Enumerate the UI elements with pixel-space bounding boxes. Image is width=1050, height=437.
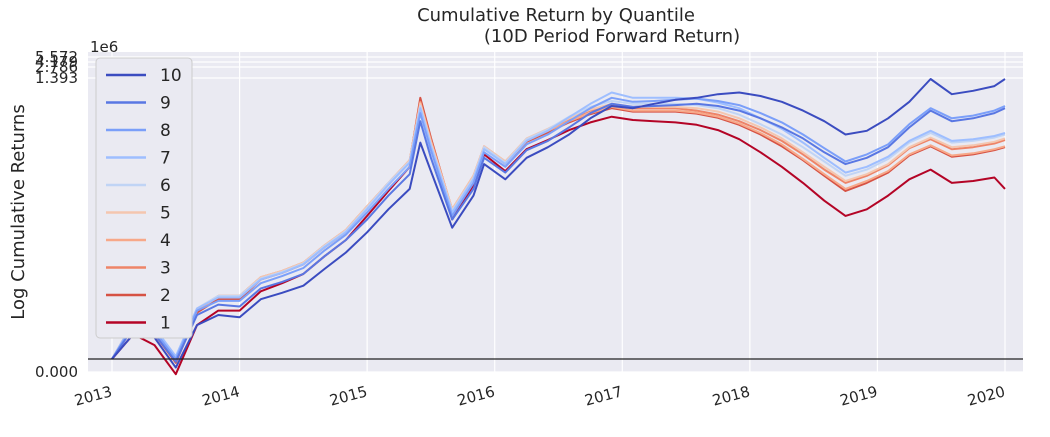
- y-tick-label: 5.572: [35, 48, 78, 66]
- y-tick-label: 0.000: [35, 363, 78, 381]
- x-tick-label: 2020: [966, 382, 1008, 409]
- x-tick-label: 2015: [328, 382, 370, 409]
- x-tick-label: 2014: [200, 382, 242, 409]
- y-axis-label: Log Cumulative Returns: [8, 104, 29, 319]
- legend-label-2: 2: [160, 286, 171, 306]
- legend-label-10: 10: [160, 66, 182, 86]
- chart-title: Cumulative Return by Quantile: [417, 5, 695, 26]
- y-tick-label: 2.786: [35, 58, 78, 76]
- x-tick-labels: 2013 2014 2015 2016 2017 2018 2019 2020: [73, 382, 1008, 409]
- y-offset-text: 1e6: [90, 38, 118, 56]
- plot-area: [88, 52, 1023, 372]
- legend-label-5: 5: [160, 204, 171, 224]
- series-line-6: [111, 100, 1006, 360]
- x-tick-label: 2016: [455, 382, 497, 409]
- series-line-10: [111, 78, 1006, 369]
- grid-lines: [88, 52, 1023, 373]
- y-tick-label: 1.393: [35, 69, 78, 87]
- legend-label-3: 3: [160, 259, 171, 279]
- x-tick-label: 2019: [838, 382, 880, 409]
- series-line-8: [111, 96, 1006, 360]
- x-tick-label: 2017: [583, 382, 625, 409]
- series-lines: [111, 78, 1006, 376]
- legend-label-4: 4: [160, 231, 171, 251]
- chart-subtitle: (10D Period Forward Return): [484, 26, 740, 47]
- legend-label-9: 9: [160, 94, 171, 114]
- x-tick-label: 2018: [710, 382, 752, 409]
- legend-label-8: 8: [160, 121, 171, 141]
- x-tick-label: 2013: [73, 382, 115, 409]
- y-tick-label: 4.179: [35, 53, 78, 71]
- legend-label-6: 6: [160, 176, 171, 196]
- series-line-9: [111, 102, 1006, 363]
- series-line-7: [111, 91, 1006, 360]
- legend-label-7: 7: [160, 149, 171, 169]
- legend: 10 9 8 7 6 5 4 3 2 1: [95, 57, 193, 339]
- legend-label-1: 1: [160, 314, 171, 334]
